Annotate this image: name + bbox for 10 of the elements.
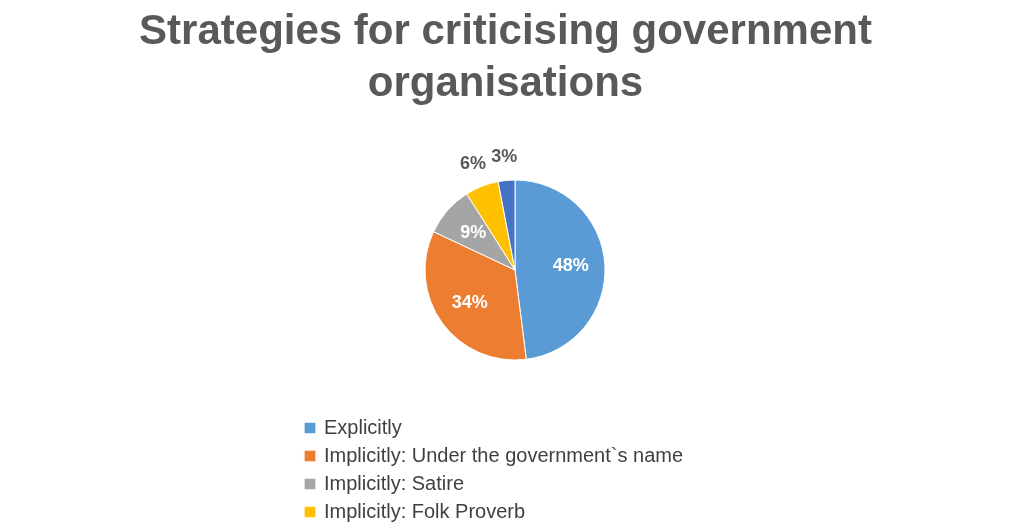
legend-label: Explicitly xyxy=(324,416,402,438)
data-label: 3% xyxy=(491,145,518,166)
legend-label: Implicitly: Satire xyxy=(324,472,465,494)
data-label: 48% xyxy=(552,255,589,276)
data-label: 6% xyxy=(460,153,487,174)
data-label: 9% xyxy=(460,222,487,243)
data-label: 34% xyxy=(451,291,488,312)
legend-label: Implicitly: Folk Proverb xyxy=(324,500,526,522)
legend-label: Implicitly: Under the government`s name xyxy=(324,444,684,466)
chart-title: Strategies for criticising government organisations xyxy=(139,6,872,105)
